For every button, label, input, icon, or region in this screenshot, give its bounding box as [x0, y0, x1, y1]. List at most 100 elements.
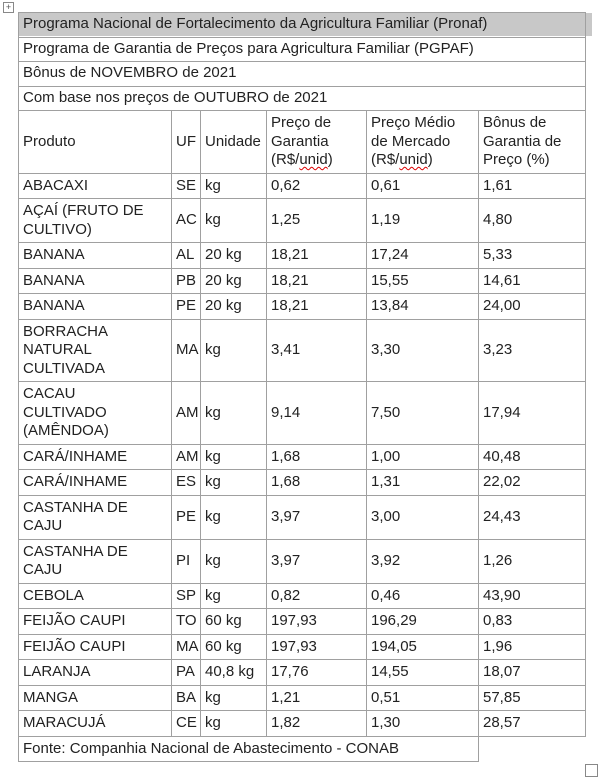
- cell-produto: BANANA: [18, 293, 172, 320]
- cell-bonus: 1,61: [477, 172, 587, 199]
- spellcheck-word: unid: [399, 151, 428, 168]
- cell-garantia: 9,14: [266, 381, 367, 445]
- title-bonus-month: Bônus de NOVEMBRO de 2021: [17, 61, 587, 87]
- cell-unidade: kg: [200, 381, 267, 445]
- cell-garantia: 3,97: [266, 494, 367, 540]
- cell-uf: PA: [171, 659, 201, 686]
- cell-bonus: 18,07: [477, 659, 587, 686]
- cell-uf: PE: [171, 494, 201, 540]
- cell-produto: ABACAXI: [18, 172, 172, 199]
- cell-mercado: 194,05: [366, 633, 479, 660]
- cell-mercado: 0,46: [366, 582, 479, 609]
- cell-unidade: kg: [200, 710, 267, 737]
- table-row: CASTANHA DE CAJU PI kg 3,97 3,92 1,26: [18, 538, 587, 584]
- cell-unidade: 60 kg: [200, 608, 267, 635]
- cell-garantia: 197,93: [266, 608, 367, 635]
- cell-produto: CARÁ/INHAME: [18, 469, 172, 496]
- cell-bonus: 17,94: [477, 381, 587, 445]
- cell-unidade: kg: [200, 172, 267, 199]
- cell-produto: CACAU CULTIVADO (AMÊNDOA): [18, 381, 172, 445]
- unit-suffix: ): [327, 151, 333, 168]
- cell-uf: MA: [171, 318, 201, 382]
- cell-bonus: 3,23: [477, 318, 587, 382]
- cell-uf: PI: [171, 538, 201, 584]
- cell-mercado: 0,51: [366, 684, 479, 711]
- table-row: FEIJÃO CAUPI TO 60 kg 197,93 196,29 0,83: [18, 608, 587, 635]
- cell-mercado: 1,19: [366, 198, 479, 243]
- cell-bonus: 22,02: [477, 469, 587, 496]
- cell-unidade: kg: [200, 443, 267, 470]
- empty-cell: [478, 735, 586, 762]
- cell-mercado: 3,30: [366, 318, 479, 382]
- cell-bonus: 14,61: [477, 267, 587, 294]
- cell-bonus: 1,96: [477, 633, 587, 660]
- cell-produto: CARÁ/INHAME: [18, 443, 172, 470]
- cell-produto: FEIJÃO CAUPI: [18, 608, 172, 635]
- cell-uf: AC: [171, 198, 201, 243]
- cell-mercado: 15,55: [366, 267, 479, 294]
- cell-produto: CASTANHA DE CAJU: [18, 494, 172, 540]
- cell-mercado: 13,84: [366, 293, 479, 320]
- cell-unidade: kg: [200, 582, 267, 609]
- cell-mercado: 1,00: [366, 443, 479, 470]
- title-row: Com base nos preços de OUTUBRO de 2021: [17, 85, 587, 111]
- cell-garantia: 18,21: [266, 293, 367, 320]
- title-pgpaf: Programa de Garantia de Preços para Agri…: [17, 36, 587, 62]
- cell-bonus: 5,33: [477, 242, 587, 269]
- cell-uf: SP: [171, 582, 201, 609]
- cell-unidade: kg: [200, 198, 267, 243]
- spellcheck-word: unid: [299, 151, 328, 168]
- header-preco-garantia-label: Preço de Garantia: [271, 114, 332, 150]
- cell-uf: PB: [171, 267, 201, 294]
- cell-produto: CEBOLA: [18, 582, 172, 609]
- cell-uf: CE: [171, 710, 201, 737]
- end-of-cell-marker: [585, 764, 598, 777]
- table-row: FEIJÃO CAUPI MA 60 kg 197,93 194,05 1,96: [18, 633, 587, 660]
- cell-unidade: 20 kg: [200, 267, 267, 294]
- unit-prefix: (R$/: [271, 151, 300, 168]
- table-row: MANGA BA kg 1,21 0,51 57,85: [18, 684, 587, 711]
- footer-row: Fonte: Companhia Nacional de Abastecimen…: [18, 735, 586, 762]
- cell-garantia: 1,68: [266, 443, 367, 470]
- cell-uf: SE: [171, 172, 201, 199]
- cell-garantia: 3,41: [266, 318, 367, 382]
- table-row: CEBOLA SP kg 0,82 0,46 43,90: [18, 582, 587, 609]
- cell-garantia: 1,21: [266, 684, 367, 711]
- cell-unidade: kg: [200, 494, 267, 540]
- cell-mercado: 3,92: [366, 538, 479, 584]
- table-move-handle-icon[interactable]: +: [3, 2, 14, 13]
- cell-mercado: 0,61: [366, 172, 479, 199]
- cell-unidade: 20 kg: [200, 293, 267, 320]
- cell-garantia: 3,97: [266, 538, 367, 584]
- table-row: BANANA PB 20 kg 18,21 15,55 14,61: [18, 267, 587, 294]
- cell-mercado: 7,50: [366, 381, 479, 445]
- table-row: BANANA PE 20 kg 18,21 13,84 24,00: [18, 293, 587, 320]
- cell-produto: MANGA: [18, 684, 172, 711]
- cell-bonus: 57,85: [477, 684, 587, 711]
- cell-produto: LARANJA: [18, 659, 172, 686]
- cell-garantia: 1,68: [266, 469, 367, 496]
- cell-garantia: 1,82: [266, 710, 367, 737]
- cell-uf: AM: [171, 443, 201, 470]
- header-bonus: Bônus de Garantia de Preço (%): [477, 110, 587, 174]
- table-row: CARÁ/INHAME ES kg 1,68 1,31 22,02: [18, 469, 587, 496]
- cell-uf: AL: [171, 242, 201, 269]
- table-row: CASTANHA DE CAJU PE kg 3,97 3,00 24,43: [18, 494, 587, 540]
- cell-mercado: 1,30: [366, 710, 479, 737]
- title-base-month: Com base nos preços de OUTUBRO de 2021: [17, 85, 587, 111]
- cell-garantia: 17,76: [266, 659, 367, 686]
- cell-bonus: 24,00: [477, 293, 587, 320]
- cell-mercado: 3,00: [366, 494, 479, 540]
- cell-uf: AM: [171, 381, 201, 445]
- table-row: ABACAXI SE kg 0,62 0,61 1,61: [18, 172, 587, 199]
- title-row: Programa de Garantia de Preços para Agri…: [17, 36, 587, 62]
- header-produto: Produto: [18, 110, 172, 174]
- cell-mercado: 14,55: [366, 659, 479, 686]
- cell-produto: MARACUJÁ: [18, 710, 172, 737]
- cell-garantia: 197,93: [266, 633, 367, 660]
- header-preco-medio: Preço Médio de Mercado (R$/unid): [366, 110, 479, 174]
- cell-garantia: 1,25: [266, 198, 367, 243]
- cell-unidade: 60 kg: [200, 633, 267, 660]
- cell-produto: FEIJÃO CAUPI: [18, 633, 172, 660]
- header-row: Produto UF Unidade Preço de Garantia (R$…: [18, 110, 587, 174]
